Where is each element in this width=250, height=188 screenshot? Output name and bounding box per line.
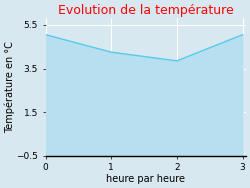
X-axis label: heure par heure: heure par heure (106, 174, 185, 184)
Title: Evolution de la température: Evolution de la température (58, 4, 234, 17)
Y-axis label: Température en °C: Température en °C (4, 41, 15, 133)
